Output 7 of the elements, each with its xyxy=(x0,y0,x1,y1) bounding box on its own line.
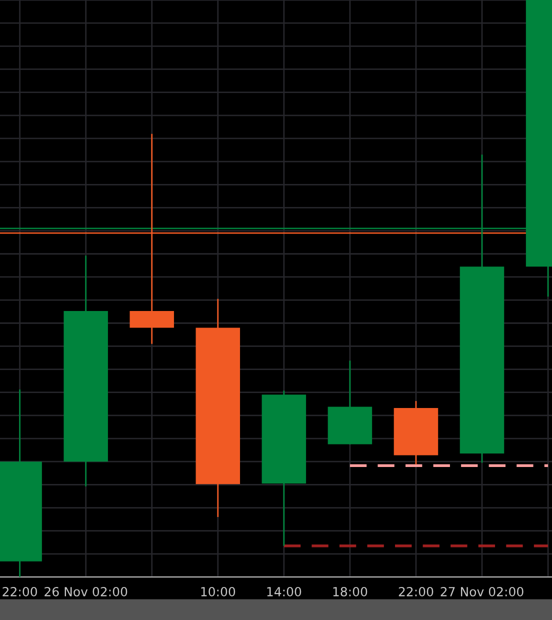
x-tick-label: 22:00 xyxy=(2,586,37,596)
x-tick-label: 26 Nov 02:00 xyxy=(44,586,128,596)
x-tick-label: 27 Nov 02:00 xyxy=(440,586,524,596)
x-tick-label: 18:00 xyxy=(333,586,368,596)
x-tick-label: 10:00 xyxy=(201,586,236,596)
x-tick-label: 22:00 xyxy=(398,586,434,596)
x-tick-label: 14:00 xyxy=(267,586,302,596)
